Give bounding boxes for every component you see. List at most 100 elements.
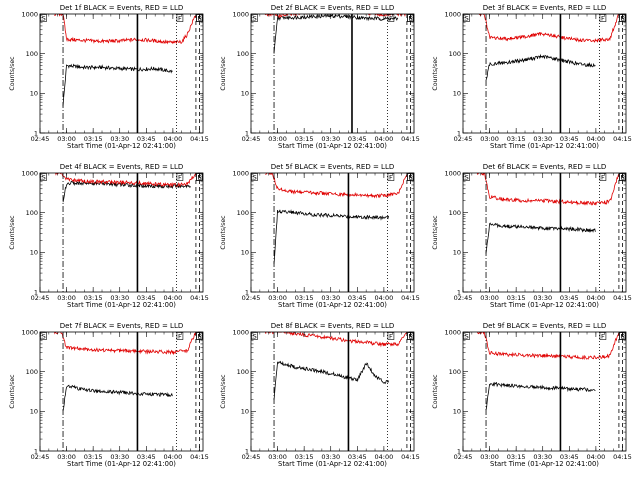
- x-tick-label: 04:15: [190, 453, 209, 461]
- x-tick-label: 03:45: [560, 453, 579, 461]
- y-axis-title: Counts/sec: [432, 56, 439, 91]
- flag-box: [387, 14, 395, 22]
- series-events-line: [273, 360, 390, 401]
- x-axis-title: Start Time (01-Apr-12 02:41:00): [278, 460, 387, 468]
- flag-label: F: [178, 174, 182, 182]
- panel-title: Det 2f BLACK = Events, RED = LLD: [271, 4, 394, 12]
- y-axis: 1 10 100 1000: [444, 10, 626, 137]
- x-axis-title: Start Time (01-Apr-12 02:41:00): [490, 142, 599, 150]
- y-axis-title: Counts/sec: [432, 374, 439, 409]
- y-tick-label: 1000: [444, 10, 461, 18]
- y-tick-label: 1: [457, 288, 461, 296]
- series-events-line: [485, 381, 596, 411]
- x-tick-label: 03:30: [110, 135, 129, 143]
- panel-title: Det 1f BLACK = Events, RED = LLD: [60, 4, 183, 12]
- flag-label: F: [178, 15, 182, 23]
- y-tick-label: 1: [457, 129, 461, 137]
- y-tick-label: 1000: [232, 169, 249, 177]
- y-axis-title: Counts/sec: [220, 215, 227, 250]
- y-tick-label: 10: [241, 90, 249, 98]
- flag-box: [387, 173, 395, 181]
- y-tick-label: 10: [453, 90, 461, 98]
- x-tick-label: 03:00: [480, 294, 499, 302]
- x-tick-label: 03:45: [348, 294, 367, 302]
- panel-title: Det 7f BLACK = Events, RED = LLD: [60, 322, 183, 330]
- y-tick-label: 100: [449, 209, 461, 217]
- series-lld-line: [264, 14, 408, 19]
- y-tick-label: 100: [26, 209, 38, 217]
- x-axis: 02:45 03:00 03:15 03:30 03:45 04:00 04:15: [31, 14, 209, 143]
- y-tick-label: 100: [237, 209, 249, 217]
- x-axis-title: Start Time (01-Apr-12 02:41:00): [67, 301, 176, 309]
- x-tick-label: 03:15: [295, 294, 314, 302]
- series-group: [264, 14, 408, 54]
- marker-lines: [485, 332, 623, 451]
- x-tick-label: 03:15: [84, 135, 103, 143]
- x-tick-label: 04:15: [613, 453, 632, 461]
- panel-title: Det 9f BLACK = Events, RED = LLD: [483, 322, 606, 330]
- x-axis-title: Start Time (01-Apr-12 02:41:00): [67, 460, 176, 468]
- y-tick-label: 10: [453, 249, 461, 257]
- x-tick-label: 02:45: [31, 294, 50, 302]
- y-axis: 1 10 100 1000: [232, 328, 414, 455]
- flag-label: S: [42, 333, 46, 341]
- y-axis: 1 10 100 1000: [444, 328, 626, 455]
- y-axis: 1 10 100 1000: [21, 169, 203, 296]
- series-lld-line: [264, 332, 408, 348]
- x-tick-label: 03:30: [110, 294, 129, 302]
- flag-label: F: [601, 333, 605, 341]
- y-tick-label: 100: [237, 368, 249, 376]
- x-tick-label: 02:45: [242, 135, 261, 143]
- x-tick-label: 04:00: [164, 294, 183, 302]
- series-group: [478, 14, 619, 81]
- marker-lines: [273, 332, 411, 451]
- series-events-line: [62, 384, 173, 412]
- x-tick-label: 03:00: [268, 294, 287, 302]
- y-tick-label: 10: [30, 90, 38, 98]
- detector-panel-9: Det 9f BLACK = Events, RED = LLDSFES1101…: [432, 322, 632, 468]
- series-lld-line: [476, 332, 620, 361]
- detector-panel-4: Det 4f BLACK = Events, RED = LLDSFES1101…: [9, 163, 209, 309]
- x-tick-label: 04:15: [401, 135, 420, 143]
- plot-frame: [39, 13, 204, 134]
- plot-frame: [250, 172, 415, 293]
- x-tick-label: 03:15: [84, 294, 103, 302]
- marker-lines: [62, 332, 200, 451]
- y-axis-title: Counts/sec: [9, 215, 16, 250]
- panel-title: Det 5f BLACK = Events, RED = LLD: [271, 163, 394, 171]
- series-lld-line: [55, 173, 197, 188]
- series-events-line: [485, 53, 596, 81]
- series-group: [55, 173, 197, 203]
- plot-frame: [462, 331, 627, 452]
- x-axis: 02:45 03:00 03:15 03:30 03:45 04:00 04:15: [31, 332, 209, 461]
- x-tick-label: 03:15: [507, 294, 526, 302]
- x-axis: 02:45 03:00 03:15 03:30 03:45 04:00 04:15: [31, 173, 209, 302]
- panel-title: Det 6f BLACK = Events, RED = LLD: [483, 163, 606, 171]
- x-tick-label: 04:00: [375, 294, 394, 302]
- y-tick-label: 10: [241, 249, 249, 257]
- x-tick-label: 03:30: [533, 135, 552, 143]
- y-tick-label: 1: [34, 288, 38, 296]
- series-group: [265, 173, 408, 264]
- x-tick-label: 03:45: [560, 294, 579, 302]
- detector-panel-6: Det 6f BLACK = Events, RED = LLDSFES1101…: [432, 163, 632, 309]
- series-lld-line: [54, 14, 197, 45]
- plot-frame: [250, 331, 415, 452]
- flag-label: S: [253, 15, 257, 23]
- x-tick-label: 03:45: [137, 294, 156, 302]
- x-tick-label: 04:15: [613, 135, 632, 143]
- series-group: [476, 332, 620, 411]
- series-lld-line: [476, 173, 620, 206]
- x-tick-label: 03:45: [137, 135, 156, 143]
- x-tick-label: 02:45: [242, 453, 261, 461]
- x-tick-label: 03:00: [57, 135, 76, 143]
- flag-box: [176, 332, 184, 340]
- x-tick-label: 04:00: [587, 135, 606, 143]
- x-tick-label: 03:00: [480, 453, 499, 461]
- y-axis-title: Counts/sec: [9, 56, 16, 91]
- y-tick-label: 1: [245, 447, 249, 455]
- y-tick-label: 100: [26, 50, 38, 58]
- panel-title: Det 4f BLACK = Events, RED = LLD: [60, 163, 183, 171]
- flag-label: S: [253, 174, 257, 182]
- y-tick-label: 1000: [21, 328, 38, 336]
